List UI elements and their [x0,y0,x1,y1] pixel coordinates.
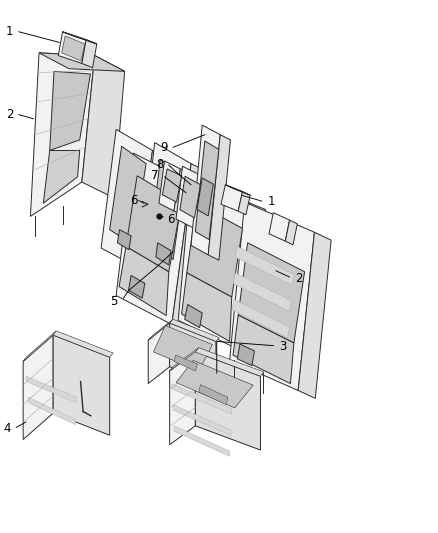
Polygon shape [148,323,170,384]
Polygon shape [128,276,145,298]
Polygon shape [235,246,294,285]
Polygon shape [195,348,264,376]
Polygon shape [221,185,243,211]
Polygon shape [199,385,228,405]
Polygon shape [148,319,173,341]
Polygon shape [117,230,131,249]
Polygon shape [101,130,152,266]
Polygon shape [172,182,205,331]
Polygon shape [23,335,53,440]
Polygon shape [82,39,97,68]
Polygon shape [237,344,254,366]
Polygon shape [126,176,182,272]
Text: 6: 6 [131,194,138,207]
Polygon shape [62,36,85,61]
Polygon shape [153,326,212,371]
Polygon shape [162,169,182,202]
Polygon shape [238,243,304,343]
Polygon shape [232,299,290,338]
Polygon shape [194,176,211,233]
Text: 9: 9 [160,141,167,154]
Polygon shape [238,191,250,215]
Polygon shape [233,273,292,311]
Polygon shape [174,169,188,215]
Polygon shape [176,164,202,288]
Text: 4: 4 [4,423,11,435]
Polygon shape [159,161,180,211]
Text: 7: 7 [152,169,159,182]
Polygon shape [208,135,230,260]
Polygon shape [58,32,86,63]
Polygon shape [148,323,216,359]
Polygon shape [176,166,202,229]
Polygon shape [170,352,261,395]
Text: 2: 2 [295,272,303,285]
Polygon shape [39,53,125,71]
Polygon shape [191,125,220,255]
Polygon shape [195,352,261,450]
Polygon shape [185,304,202,328]
Polygon shape [173,405,231,435]
Text: 2: 2 [6,108,13,121]
Polygon shape [174,426,230,456]
Polygon shape [23,331,56,361]
Polygon shape [236,203,265,355]
Polygon shape [26,376,76,402]
Polygon shape [233,315,294,384]
Polygon shape [285,220,297,245]
Polygon shape [180,176,201,218]
Polygon shape [197,178,213,216]
Polygon shape [50,71,90,150]
Polygon shape [150,159,185,260]
Polygon shape [156,243,171,265]
Text: 5: 5 [110,295,117,308]
Polygon shape [170,323,216,385]
Polygon shape [170,319,219,342]
Text: 8: 8 [156,158,163,171]
Polygon shape [63,32,97,44]
Text: 1: 1 [267,195,275,207]
Polygon shape [187,203,243,297]
Polygon shape [170,348,199,371]
Polygon shape [172,384,232,414]
Polygon shape [174,355,198,371]
Polygon shape [28,397,75,425]
Text: 6: 6 [167,213,175,225]
Polygon shape [53,335,110,435]
Polygon shape [110,146,146,245]
Polygon shape [31,53,95,216]
Polygon shape [195,141,219,240]
Polygon shape [230,202,314,391]
Polygon shape [53,331,113,357]
Polygon shape [182,273,232,342]
Polygon shape [23,335,110,384]
Text: 3: 3 [279,340,286,353]
Polygon shape [142,142,191,282]
Polygon shape [269,213,290,241]
Polygon shape [82,55,125,198]
Text: 1: 1 [6,25,13,38]
Polygon shape [119,246,169,316]
Polygon shape [298,232,331,398]
Polygon shape [43,150,80,203]
Polygon shape [178,176,250,348]
Polygon shape [116,153,191,325]
Polygon shape [170,352,195,445]
Polygon shape [176,360,253,408]
Polygon shape [135,150,166,272]
Polygon shape [225,185,250,195]
